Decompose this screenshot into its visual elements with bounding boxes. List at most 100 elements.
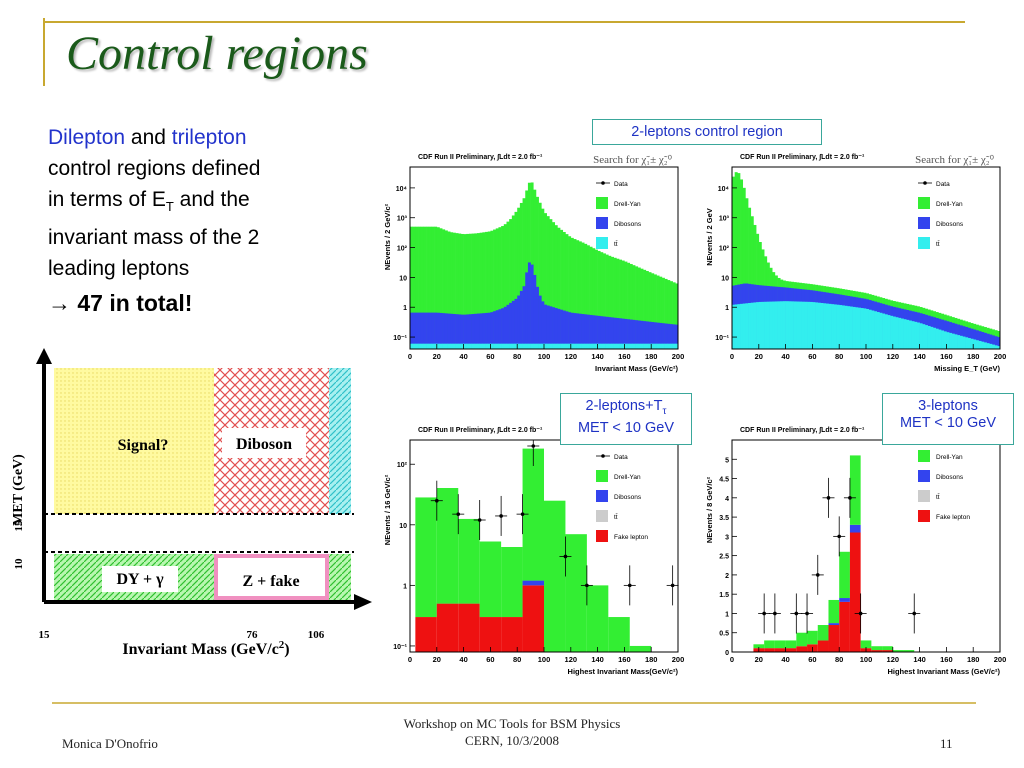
- x-tick-label: 120: [887, 352, 900, 361]
- y-tick-label: 1: [725, 305, 729, 312]
- bar-drellyan: [519, 202, 523, 349]
- bar-dibosons: [458, 314, 462, 349]
- bar-drellyan: [774, 640, 786, 649]
- bar-drellyan: [525, 190, 529, 349]
- x-tick-label: 180: [967, 655, 980, 664]
- bar-tt: [908, 320, 912, 349]
- bar-tt: [975, 340, 979, 349]
- data-point: [670, 583, 675, 588]
- legend-label: Drell-Yan: [614, 474, 641, 481]
- chart-search-label: Search for χ̃₁± χ̃₂⁰: [915, 154, 994, 166]
- x-tick-label: 160: [618, 655, 631, 664]
- bar-tt: [648, 343, 652, 349]
- bar-dibosons: [640, 320, 644, 349]
- bar-dibosons: [661, 323, 665, 349]
- bar-dibosons: [506, 304, 510, 349]
- y-tick-label: 1: [725, 611, 729, 618]
- region-signal-fill: [54, 368, 214, 514]
- legend-data-dot: [923, 181, 927, 185]
- bar-tt: [468, 343, 472, 349]
- bar-drellyan: [903, 650, 915, 652]
- x-tick-label: 100: [538, 655, 551, 664]
- data-point: [826, 496, 831, 500]
- bar-tt: [549, 343, 553, 349]
- bar-drellyan: [594, 249, 598, 349]
- bar-drellyan: [740, 179, 744, 349]
- region-diboson-label: Diboson: [236, 436, 292, 453]
- x-tick-label: 180: [645, 352, 658, 361]
- bar-dibosons: [669, 324, 673, 349]
- bar-dibosons: [619, 318, 623, 349]
- page-title: Control regions: [66, 27, 368, 80]
- bar-tt: [828, 303, 832, 349]
- bar-tt: [788, 301, 792, 349]
- bar-dibosons: [460, 314, 464, 349]
- x-tick-label: 200: [672, 352, 685, 361]
- data-point: [627, 583, 632, 588]
- legend-label: Dibosons: [614, 221, 642, 228]
- bar-tt: [621, 343, 625, 349]
- bar-drellyan: [839, 551, 850, 599]
- bar-drellyan: [522, 448, 544, 581]
- bar-tt: [839, 305, 843, 349]
- bar-drellyan: [586, 245, 590, 349]
- bar-dibosons: [503, 306, 507, 349]
- bar-dibosons: [600, 316, 604, 349]
- bar-drellyan: [511, 215, 515, 349]
- schematic-xtick-106: 106: [308, 629, 325, 641]
- bar-drellyan: [742, 187, 746, 349]
- bar-tt: [807, 301, 811, 349]
- bar-tt: [750, 302, 754, 349]
- legend-label: Fake lepton: [614, 534, 648, 541]
- region-low-fill: [329, 554, 351, 600]
- y-tick-label: 10⁻¹: [393, 335, 407, 342]
- bar-drellyan: [737, 173, 741, 349]
- bar-fakelepton: [774, 648, 786, 652]
- bar-dibosons: [589, 314, 593, 349]
- bar-dibosons: [973, 329, 977, 349]
- bar-drellyan: [632, 265, 636, 349]
- bar-tt: [895, 317, 899, 349]
- bar-drellyan: [460, 233, 464, 349]
- bar-dibosons: [525, 272, 529, 349]
- bar-drellyan: [764, 640, 775, 649]
- bar-tt: [415, 343, 419, 349]
- bar-drellyan: [785, 640, 797, 649]
- bar-tt: [581, 343, 585, 349]
- x-tick-label: 200: [994, 352, 1007, 361]
- bar-drellyan: [458, 233, 462, 349]
- bar-dibosons: [479, 313, 483, 349]
- bar-drellyan: [568, 236, 572, 349]
- y-tick-label: 10³: [719, 216, 730, 223]
- chart-xlabel: Highest Invariant Mass(GeV/c²): [568, 667, 679, 676]
- bar-drellyan: [474, 233, 478, 349]
- callout-3leptons-line2: MET < 10 GeV: [899, 415, 997, 431]
- bar-tt: [906, 319, 910, 349]
- bar-tt: [973, 339, 977, 349]
- title-rules: [43, 18, 965, 86]
- bar-dibosons: [849, 524, 861, 533]
- bar-tt: [900, 318, 904, 349]
- legend-label: Data: [614, 454, 628, 461]
- bar-tt: [544, 343, 547, 349]
- bar-tt: [734, 304, 738, 349]
- footer-author: Monica D'Onofrio: [62, 736, 158, 751]
- bar-tt: [602, 343, 606, 349]
- x-tick-label: 160: [940, 352, 953, 361]
- y-tick-label: 10: [399, 523, 407, 530]
- callout-3leptons: 3-leptons MET < 10 GeV: [882, 393, 1014, 445]
- bar-tt: [560, 343, 564, 349]
- legend-label: Dibosons: [614, 494, 642, 501]
- bar-tt: [527, 343, 531, 349]
- bar-drellyan: [849, 455, 861, 525]
- x-tick-label: 120: [565, 655, 578, 664]
- bar-tt: [946, 332, 950, 349]
- bar-tt: [495, 343, 499, 349]
- bar-dibosons: [487, 312, 491, 349]
- legend-swatch: [596, 510, 608, 522]
- footer-event-line1: Workshop on MC Tools for BSM Physics: [403, 716, 621, 731]
- bar-tt: [986, 343, 990, 349]
- chart-xlabel: Missing E_T (GeV): [934, 364, 1000, 373]
- bar-drellyan: [444, 230, 448, 349]
- bar-tt: [608, 343, 612, 349]
